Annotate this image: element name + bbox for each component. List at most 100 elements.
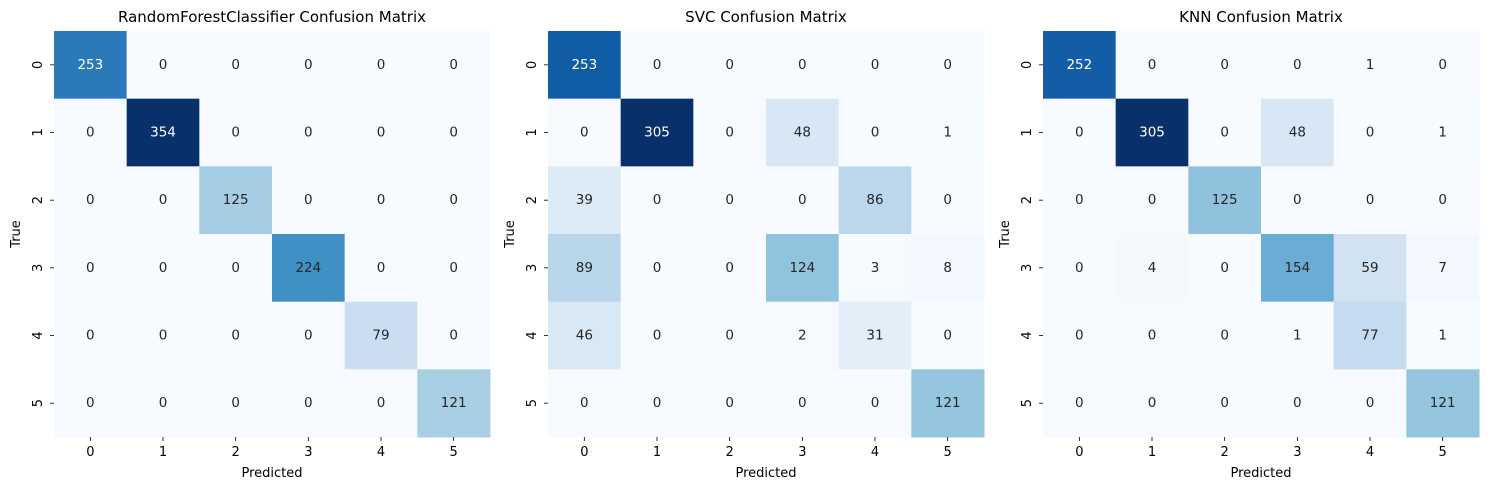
heatmap-cell: [1406, 369, 1480, 438]
cell-value-label: 0: [725, 57, 734, 73]
heatmap-cell: [693, 301, 767, 370]
cell-value-label: 0: [86, 328, 95, 344]
heatmap-cell: [344, 98, 418, 167]
cell-value-label: 0: [1148, 395, 1157, 411]
cell-value-label: 0: [231, 260, 240, 276]
heatmap-cell: [838, 31, 912, 100]
cell-value-label: 3: [871, 260, 880, 276]
heatmap-cell: [126, 166, 200, 235]
heatmap-cell: [1188, 369, 1262, 438]
heatmap-cell: [911, 234, 985, 303]
cell-value-label: 121: [441, 395, 467, 411]
x-tick-label: 4: [377, 445, 385, 460]
y-tick-label: 3: [31, 264, 46, 272]
cell-value-label: 0: [653, 192, 662, 208]
heatmap-cell: [693, 369, 767, 438]
heatmap-cell: [911, 166, 985, 235]
cell-value-label: 8: [943, 260, 952, 276]
cell-value-label: 0: [725, 395, 734, 411]
cell-value-label: 125: [1212, 192, 1238, 208]
cell-value-label: 0: [871, 57, 880, 73]
heatmap-cell: [272, 166, 346, 235]
heatmap-cell: [1406, 234, 1480, 303]
heatmap-cell: [54, 369, 128, 438]
cell-value-label: 0: [725, 192, 734, 208]
x-axis-label: Predicted: [241, 466, 302, 481]
cell-value-label: 1: [1293, 328, 1302, 344]
heatmap-cell: [838, 234, 912, 303]
heatmap-cell: [126, 301, 200, 370]
heatmap-cell: [548, 301, 622, 370]
cell-value-label: 0: [1220, 260, 1229, 276]
cell-value-label: 0: [159, 328, 168, 344]
heatmap-cell: [54, 301, 128, 370]
cell-value-label: 0: [1366, 192, 1375, 208]
cell-value-label: 0: [943, 192, 952, 208]
heatmap-cell: [1188, 301, 1262, 370]
heatmap-cell: [620, 31, 694, 100]
cell-value-label: 125: [223, 192, 249, 208]
y-tick-label: 3: [525, 264, 540, 272]
heatmap-cell: [1188, 98, 1262, 167]
cell-value-label: 0: [449, 260, 458, 276]
heatmap-cell: [272, 301, 346, 370]
heatmap-cell: [1261, 166, 1335, 235]
cell-value-label: 86: [866, 192, 883, 208]
cell-value-label: 0: [1293, 57, 1302, 73]
cell-value-label: 4: [1148, 260, 1157, 276]
heatmap-cell: [838, 369, 912, 438]
cell-value-label: 0: [304, 57, 313, 73]
heatmap-cell: [1406, 31, 1480, 100]
x-axis-label: Predicted: [1230, 466, 1291, 481]
heatmap-cell: [693, 98, 767, 167]
heatmap-cell: [620, 234, 694, 303]
heatmap-cell: [126, 369, 200, 438]
x-tick-label: 2: [232, 445, 240, 460]
heatmap-cell: [548, 234, 622, 303]
cell-value-label: 0: [1220, 328, 1229, 344]
heatmap-cell: [620, 166, 694, 235]
heatmap-cell: [1333, 166, 1407, 235]
y-tick-label: 2: [31, 196, 46, 204]
heatmap-cell: [1333, 234, 1407, 303]
heatmap-cell: [54, 234, 128, 303]
cell-value-label: 0: [1293, 192, 1302, 208]
y-tick-label: 5: [525, 399, 540, 407]
cell-value-label: 0: [1366, 125, 1375, 141]
heatmap-cell: [54, 98, 128, 167]
heatmap-cell: [1043, 31, 1117, 100]
heatmap-cell: [199, 98, 273, 167]
x-tick-label: 5: [944, 445, 952, 460]
heatmap-cell: [199, 369, 273, 438]
heatmap-cell: [1261, 31, 1335, 100]
cell-value-label: 0: [86, 192, 95, 208]
heatmap-cell: [1115, 31, 1189, 100]
cell-value-label: 0: [159, 192, 168, 208]
cell-value-label: 0: [653, 395, 662, 411]
cell-value-label: 48: [1289, 125, 1306, 141]
heatmap-cell: [344, 369, 418, 438]
heatmap-cell: [417, 31, 491, 100]
heatmap-cell: [1406, 166, 1480, 235]
cell-value-label: 0: [725, 125, 734, 141]
cell-value-label: 0: [159, 395, 168, 411]
heatmap-cell: [272, 369, 346, 438]
heatmap-cell: [126, 31, 200, 100]
cell-value-label: 0: [304, 192, 313, 208]
cell-value-label: 0: [653, 328, 662, 344]
y-tick-label: 0: [1020, 61, 1035, 69]
cell-value-label: 0: [304, 328, 313, 344]
cell-value-label: 0: [580, 125, 589, 141]
x-tick-label: 1: [159, 445, 167, 460]
cell-value-label: 0: [798, 192, 807, 208]
cell-value-label: 0: [1438, 57, 1447, 73]
cell-value-label: 2: [798, 328, 807, 344]
cell-value-label: 1: [1438, 328, 1447, 344]
y-tick-label: 2: [525, 196, 540, 204]
heatmap-cell: [54, 166, 128, 235]
heatmap-cell: [693, 31, 767, 100]
cell-value-label: 0: [798, 395, 807, 411]
heatmap-cell: [1406, 301, 1480, 370]
heatmap-cell: [344, 301, 418, 370]
cell-value-label: 0: [1220, 57, 1229, 73]
